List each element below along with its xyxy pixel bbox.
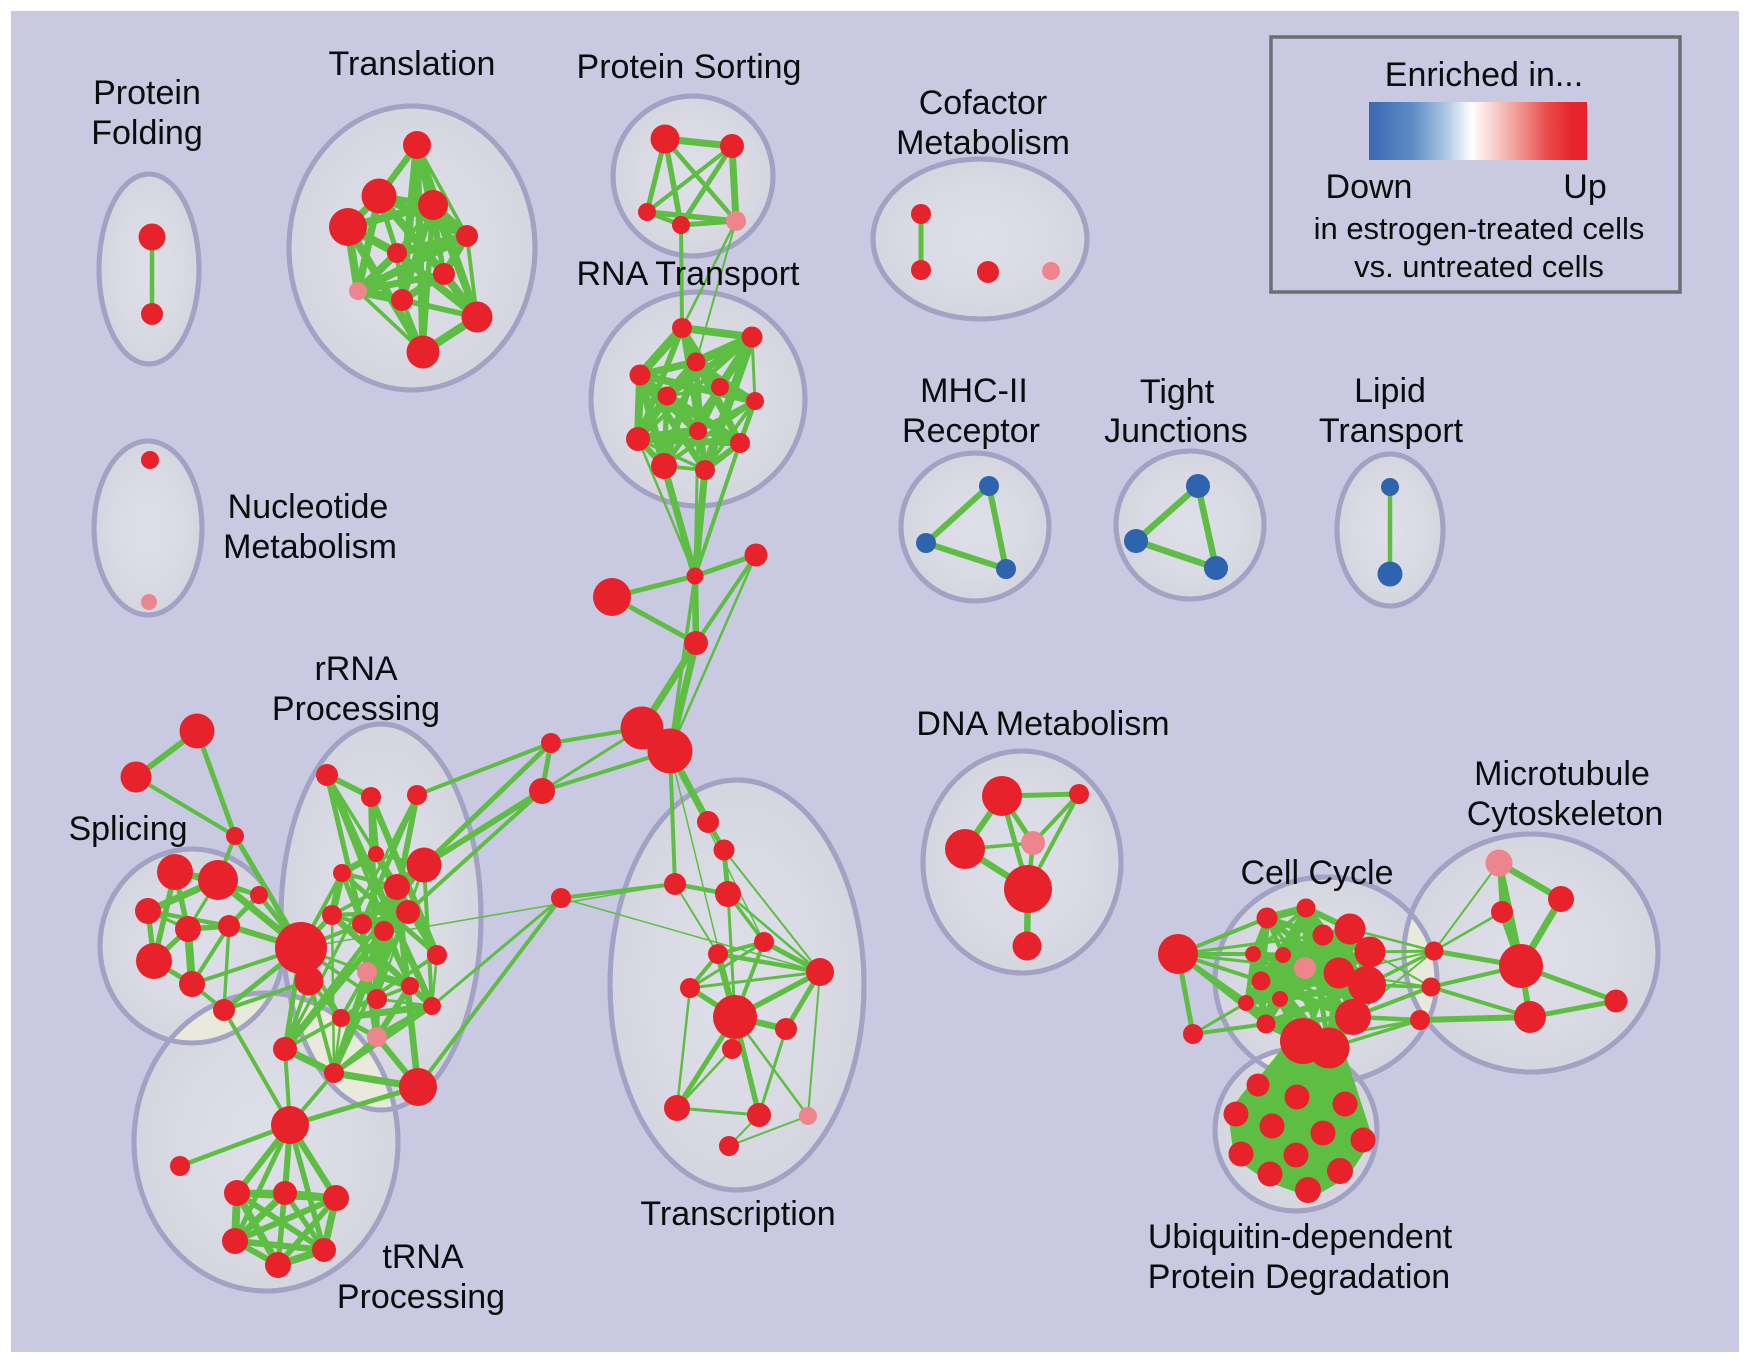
svg-text:Processing: Processing bbox=[272, 690, 440, 728]
svg-text:Processing: Processing bbox=[337, 1278, 505, 1316]
svg-text:tRNA: tRNA bbox=[382, 1238, 464, 1276]
svg-text:Receptor: Receptor bbox=[902, 412, 1040, 450]
svg-text:Enriched in...: Enriched in... bbox=[1385, 56, 1583, 94]
svg-text:Cofactor: Cofactor bbox=[919, 84, 1048, 122]
svg-text:Protein Sorting: Protein Sorting bbox=[577, 48, 802, 86]
svg-text:DNA Metabolism: DNA Metabolism bbox=[916, 705, 1169, 743]
svg-text:Microtubule: Microtubule bbox=[1474, 755, 1650, 793]
svg-text:Cell Cycle: Cell Cycle bbox=[1240, 854, 1393, 892]
svg-text:Translation: Translation bbox=[329, 45, 496, 83]
svg-text:Transport: Transport bbox=[1319, 412, 1464, 450]
svg-text:Splicing: Splicing bbox=[68, 810, 187, 848]
svg-text:Transcription: Transcription bbox=[640, 1195, 835, 1233]
svg-text:Nucleotide: Nucleotide bbox=[228, 488, 389, 526]
svg-text:Up: Up bbox=[1563, 168, 1606, 206]
svg-text:Metabolism: Metabolism bbox=[896, 124, 1070, 162]
svg-text:MHC-II: MHC-II bbox=[920, 372, 1028, 410]
svg-text:Junctions: Junctions bbox=[1104, 412, 1248, 450]
svg-text:in estrogen-treated cells: in estrogen-treated cells bbox=[1314, 211, 1645, 246]
svg-text:RNA Transport: RNA Transport bbox=[577, 255, 801, 293]
svg-text:vs. untreated cells: vs. untreated cells bbox=[1354, 249, 1604, 284]
svg-text:Ubiquitin-dependent: Ubiquitin-dependent bbox=[1148, 1218, 1453, 1256]
svg-text:Protein: Protein bbox=[93, 74, 201, 112]
svg-text:Cytoskeleton: Cytoskeleton bbox=[1467, 795, 1664, 833]
svg-text:Tight: Tight bbox=[1140, 373, 1215, 411]
svg-text:Lipid: Lipid bbox=[1354, 372, 1426, 410]
svg-text:Down: Down bbox=[1326, 168, 1413, 206]
svg-text:Protein Degradation: Protein Degradation bbox=[1148, 1258, 1450, 1296]
svg-text:Metabolism: Metabolism bbox=[223, 528, 397, 566]
svg-text:rRNA: rRNA bbox=[314, 650, 397, 688]
svg-text:Folding: Folding bbox=[91, 114, 203, 152]
